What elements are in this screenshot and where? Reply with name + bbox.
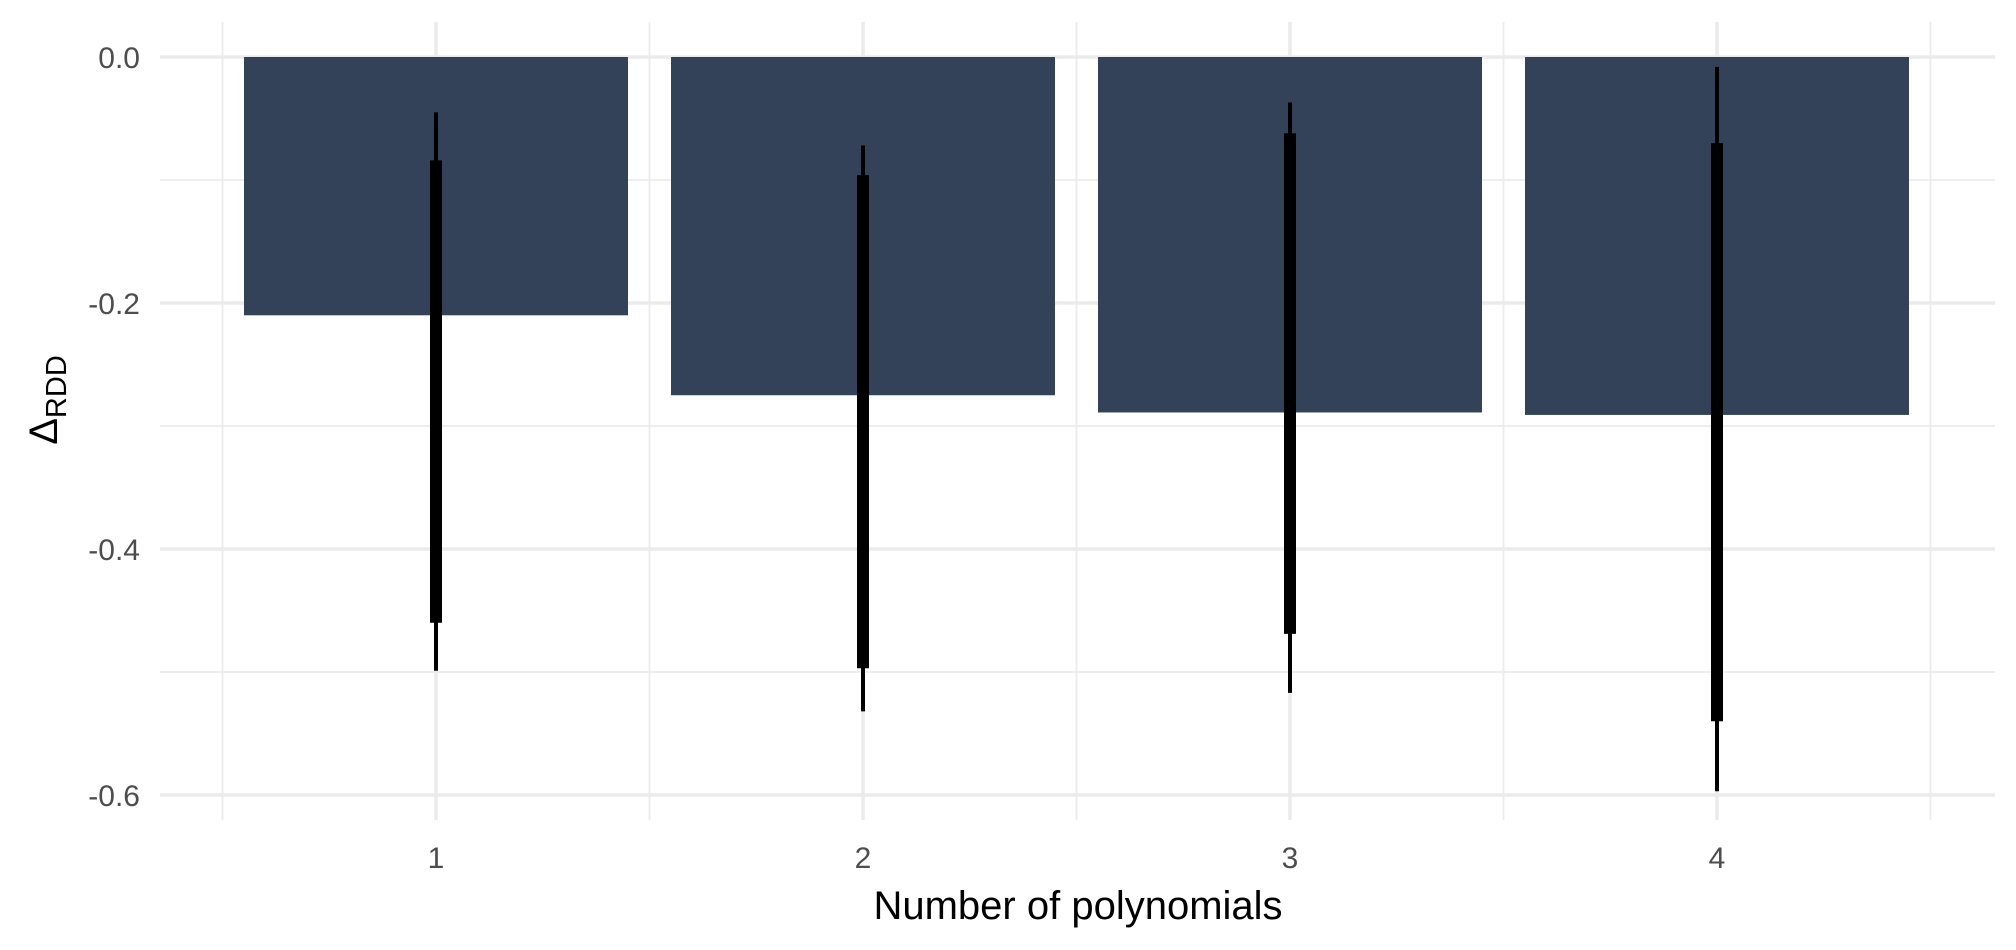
x-tick-label: 4 [1709,842,1726,875]
y-axis-title-subscript: RDD [41,355,73,418]
y-axis-title: ΔRDD [22,355,73,445]
y-tick-label: -0.4 [88,534,140,567]
y-axis-ticks: 0.0 -0.2 -0.4 -0.6 [88,42,140,813]
error-bars [430,66,1723,792]
x-axis-title: Number of polynomials [873,884,1282,928]
x-axis-ticks: 1 2 3 4 [428,842,1726,875]
y-tick-label: -0.2 [88,288,140,321]
x-tick-label: 1 [428,842,445,875]
y-axis-title-symbol: Δ [22,418,66,445]
y-tick-label: -0.6 [88,780,140,813]
y-tick-label: 0.0 [98,42,140,75]
x-tick-label: 2 [855,842,872,875]
x-tick-label: 3 [1282,842,1299,875]
